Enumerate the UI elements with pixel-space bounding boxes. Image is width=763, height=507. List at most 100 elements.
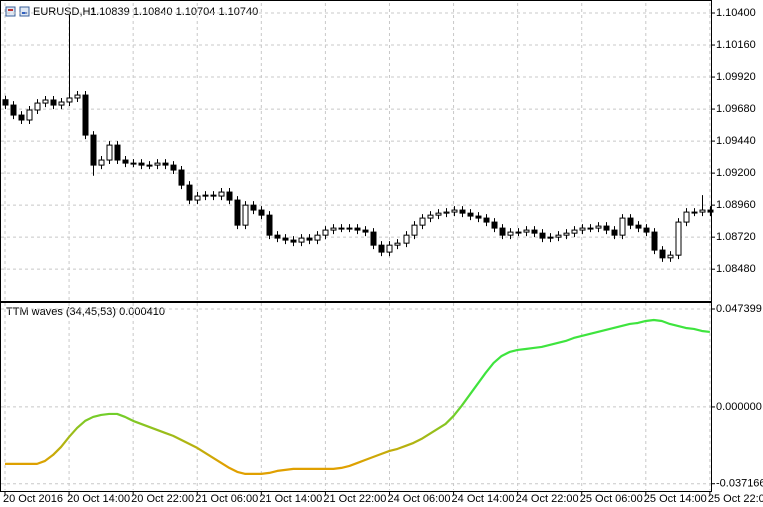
- candle-body: [162, 162, 169, 166]
- x-tick-label: 21 Oct 22:00: [323, 493, 386, 505]
- candle-body: [258, 209, 265, 216]
- candle-body: [290, 239, 297, 243]
- y-tick-label: 0.000000: [716, 401, 762, 413]
- candle-body: [411, 224, 418, 236]
- candle-body: [555, 234, 562, 238]
- x-tick-label: 24 Oct 14:00: [452, 493, 515, 505]
- candle-body: [354, 227, 361, 231]
- candle-body: [435, 212, 442, 216]
- candle-body: [210, 194, 217, 197]
- candle-body: [266, 214, 273, 236]
- candle-body: [378, 244, 385, 253]
- x-tick-label: 25 Oct 14:00: [644, 493, 707, 505]
- candle-body: [403, 234, 410, 244]
- candle-body: [643, 227, 650, 233]
- candle-body: [667, 254, 674, 259]
- indicator-line: [5, 318, 711, 475]
- candle-body: [66, 97, 73, 103]
- y-tick-label: 1.08480: [716, 263, 756, 275]
- candle-body: [90, 134, 97, 166]
- candle-body: [274, 234, 281, 239]
- candle-body: [595, 225, 602, 229]
- candle-body: [531, 229, 538, 234]
- candle-body: [170, 164, 177, 171]
- candle-body: [322, 229, 329, 236]
- candle-body: [491, 221, 498, 229]
- candle-body: [58, 101, 65, 106]
- candle-body: [547, 236, 554, 239]
- y-tick-label: 1.09680: [716, 103, 756, 115]
- candle-body: [394, 242, 401, 246]
- candle-body: [338, 227, 345, 230]
- candle-body: [459, 209, 466, 214]
- candle-body: [50, 99, 57, 106]
- candle-body: [2, 99, 9, 106]
- candle-body: [579, 227, 586, 231]
- candle-body: [611, 229, 618, 236]
- candle-body: [186, 184, 193, 201]
- candle-body: [154, 162, 161, 166]
- candle-body: [106, 144, 113, 161]
- candle-body: [635, 224, 642, 229]
- y-tick-label: 0.047399: [716, 303, 762, 315]
- candle-body: [114, 144, 121, 161]
- candle-body: [451, 209, 458, 213]
- candle-body: [138, 162, 145, 166]
- candle-body: [362, 229, 369, 233]
- x-tick-label: 20 Oct 2016: [3, 493, 63, 505]
- candle-body: [587, 227, 594, 230]
- candle-body: [10, 104, 17, 116]
- candle-body: [234, 199, 241, 226]
- candle-body: [122, 159, 129, 164]
- candle-body: [507, 231, 514, 236]
- candle-body: [178, 169, 185, 186]
- candle-body: [699, 209, 706, 213]
- ohlc-header: 1.10839 1.10840 1.10704 1.10740: [90, 6, 258, 18]
- candle-body: [467, 212, 474, 217]
- x-tick-label: 24 Oct 22:00: [516, 493, 579, 505]
- x-tick-label: 20 Oct 22:00: [131, 493, 194, 505]
- y-tick-label: 1.09200: [716, 167, 756, 179]
- y-tick-label: 1.08720: [716, 231, 756, 243]
- candle-body: [242, 204, 249, 226]
- indicator-title: TTM waves (34,45,53) 0.000410: [6, 306, 165, 318]
- candle-body: [683, 211, 690, 223]
- candle-body: [483, 217, 490, 223]
- candle-body: [691, 211, 698, 214]
- candle-body: [82, 94, 89, 136]
- candle-body: [74, 94, 81, 99]
- x-tick-label: 25 Oct 06:00: [580, 493, 643, 505]
- candle-body: [330, 227, 337, 231]
- candle-body: [675, 221, 682, 256]
- y-tick-label: 1.10400: [716, 7, 756, 19]
- candle-body: [619, 217, 626, 236]
- candle-body: [250, 204, 257, 211]
- x-tick-label: 25 Oct 22:00: [708, 493, 763, 505]
- y-tick-label: 1.08960: [716, 199, 756, 211]
- candle-body: [370, 231, 377, 246]
- x-tick-label: 21 Oct 14:00: [259, 493, 322, 505]
- candle-body: [98, 159, 105, 166]
- x-tick-label: 20 Oct 14:00: [67, 493, 130, 505]
- y-tick-label: 1.09920: [716, 71, 756, 83]
- candle-body: [218, 191, 225, 197]
- candle-body: [26, 109, 33, 121]
- y-tick-label: -0.037166: [716, 478, 763, 490]
- y-tick-label: 1.10160: [716, 39, 756, 51]
- candle-body: [523, 229, 530, 233]
- candle-body: [707, 209, 714, 213]
- candle-body: [34, 102, 41, 111]
- candle-body: [515, 231, 522, 234]
- symbol-icon: [5, 6, 30, 17]
- candle-body: [386, 244, 393, 253]
- candle-body: [571, 229, 578, 234]
- candle-body: [539, 232, 546, 239]
- candle-body: [651, 231, 658, 251]
- candle-body: [419, 217, 426, 226]
- candle-body: [18, 114, 25, 121]
- candle-body: [306, 237, 313, 241]
- candle-body: [146, 164, 153, 167]
- candle-body: [627, 217, 634, 226]
- candle-body: [130, 162, 137, 165]
